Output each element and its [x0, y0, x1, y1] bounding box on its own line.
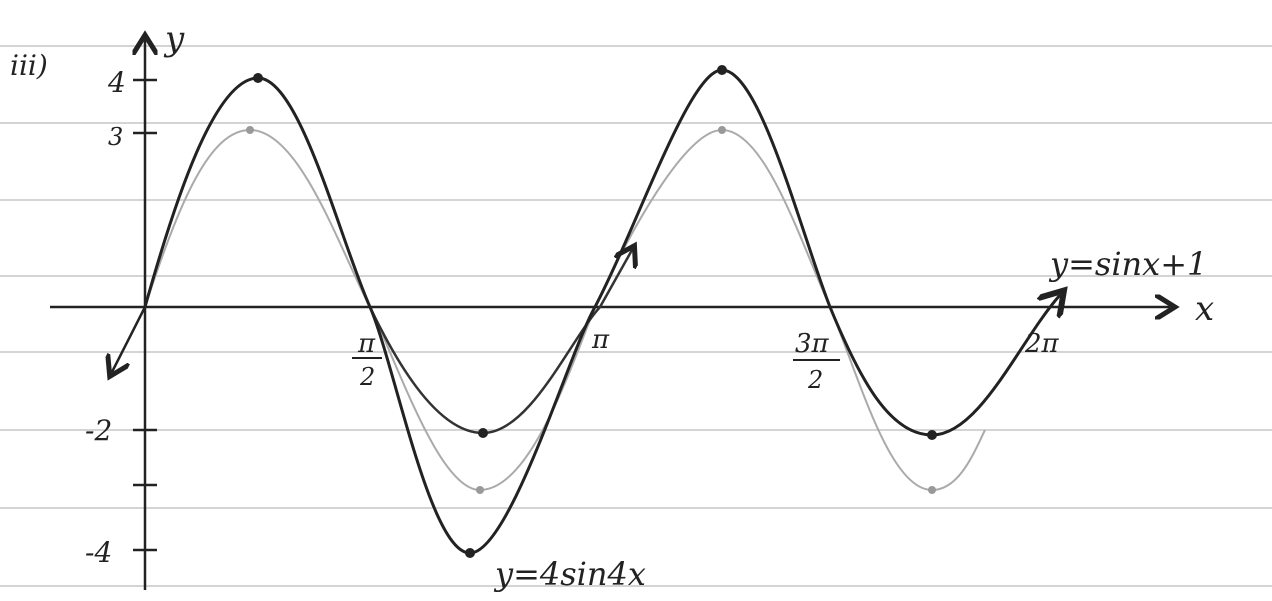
x-tick-numerator: π [357, 329, 376, 359]
part-label: iii) [10, 49, 48, 82]
x-tick: π [591, 325, 610, 355]
y-tick: -2 [85, 414, 112, 447]
paper [0, 0, 1272, 601]
x-axis-label: x [1195, 289, 1214, 329]
x-tick-numerator: 3π [795, 329, 830, 359]
y-axis-label: y [163, 19, 185, 59]
x-tick-denominator: 2 [807, 366, 823, 394]
x-tick: 2π [1024, 329, 1060, 359]
curve-label: y=sinx+1 [1048, 245, 1207, 283]
curve-label: y=4sin4x [493, 555, 646, 593]
x-tick-denominator: 2 [359, 363, 375, 391]
sketch: iii) y x 4 3 -2 -4 π 2 π 3π 2 2π y=sinx+… [0, 0, 1272, 601]
y-tick: -4 [85, 536, 112, 569]
y-tick: 4 [107, 66, 126, 99]
y-tick: 3 [108, 123, 123, 151]
